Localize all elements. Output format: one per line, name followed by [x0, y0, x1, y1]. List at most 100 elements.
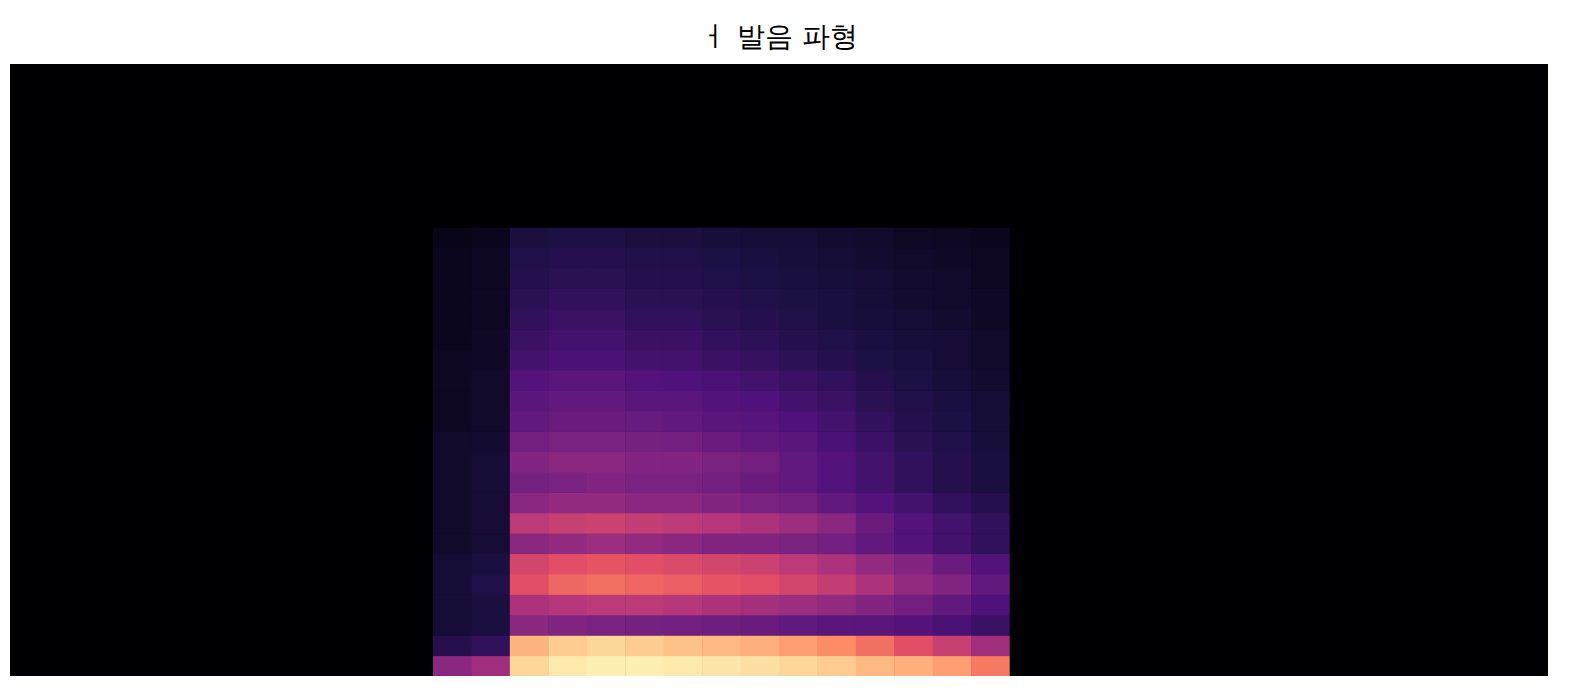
- cell: [202, 288, 241, 309]
- cell: [471, 329, 510, 350]
- cell: [471, 635, 510, 656]
- cell: [125, 431, 164, 452]
- cell: [1202, 513, 1241, 534]
- cell: [817, 431, 856, 452]
- cell: [202, 64, 241, 85]
- cell: [279, 554, 318, 575]
- cell: [894, 268, 933, 289]
- cell: [318, 64, 357, 85]
- cell: [971, 492, 1010, 513]
- cell: [279, 574, 318, 595]
- cell: [10, 615, 49, 636]
- cell: [971, 64, 1010, 85]
- cell: [971, 452, 1010, 473]
- cell: [1394, 390, 1433, 411]
- cell: [664, 594, 703, 615]
- cell: [817, 656, 856, 676]
- cell: [1048, 656, 1087, 676]
- cell: [10, 84, 49, 105]
- cell: [1010, 227, 1049, 248]
- cell: [1317, 207, 1356, 228]
- cell: [279, 390, 318, 411]
- cell: [548, 309, 587, 330]
- cell: [856, 472, 895, 493]
- cell: [356, 635, 395, 656]
- cell: [779, 105, 818, 126]
- cell: [202, 472, 241, 493]
- cell: [125, 574, 164, 595]
- cell: [48, 656, 87, 676]
- cell: [1279, 513, 1318, 534]
- cell: [48, 227, 87, 248]
- cell: [1202, 268, 1241, 289]
- cell: [664, 146, 703, 167]
- cell: [1433, 431, 1472, 452]
- cell: [1471, 207, 1510, 228]
- cell: [1279, 492, 1318, 513]
- cell: [933, 431, 972, 452]
- cell: [279, 166, 318, 187]
- cell: [817, 370, 856, 391]
- cell: [856, 574, 895, 595]
- cell: [1164, 513, 1203, 534]
- cell: [625, 594, 664, 615]
- cell: [1394, 594, 1433, 615]
- cell: [10, 64, 49, 85]
- cell: [1087, 452, 1126, 473]
- cell: [741, 309, 780, 330]
- cell: [1010, 411, 1049, 432]
- cell: [702, 370, 741, 391]
- cell: [318, 533, 357, 554]
- cell: [1087, 411, 1126, 432]
- cell: [164, 248, 203, 269]
- cell: [510, 513, 549, 534]
- cell: [702, 329, 741, 350]
- cell: [1356, 492, 1395, 513]
- cell: [87, 227, 126, 248]
- cell: [1240, 309, 1279, 330]
- cell: [1471, 248, 1510, 269]
- cell: [1048, 594, 1087, 615]
- cell: [971, 105, 1010, 126]
- cell: [702, 84, 741, 105]
- cell: [1125, 431, 1164, 452]
- cell: [548, 472, 587, 493]
- cell: [1087, 370, 1126, 391]
- cell: [1010, 533, 1049, 554]
- cell: [779, 390, 818, 411]
- cell: [1279, 411, 1318, 432]
- cell: [1356, 370, 1395, 391]
- cell: [1010, 207, 1049, 228]
- cell: [548, 492, 587, 513]
- cell: [1202, 574, 1241, 595]
- cell: [164, 84, 203, 105]
- cell: [395, 268, 434, 289]
- cell: [1394, 84, 1433, 105]
- cell: [356, 84, 395, 105]
- cell: [856, 656, 895, 676]
- cell: [87, 554, 126, 575]
- cell: [1125, 268, 1164, 289]
- cell: [664, 248, 703, 269]
- cell: [471, 105, 510, 126]
- cell: [318, 615, 357, 636]
- cell: [894, 125, 933, 146]
- cell: [1087, 288, 1126, 309]
- cell: [1394, 105, 1433, 126]
- cell: [817, 533, 856, 554]
- cell: [395, 472, 434, 493]
- cell: [548, 186, 587, 207]
- cell: [1202, 288, 1241, 309]
- cell: [587, 288, 626, 309]
- cell: [1279, 431, 1318, 452]
- cell: [471, 350, 510, 371]
- cell: [1356, 288, 1395, 309]
- cell: [1010, 554, 1049, 575]
- cell: [1164, 594, 1203, 615]
- cell: [548, 390, 587, 411]
- cell: [1087, 309, 1126, 330]
- cell: [10, 656, 49, 676]
- cell: [817, 125, 856, 146]
- cell: [202, 309, 241, 330]
- cell: [164, 492, 203, 513]
